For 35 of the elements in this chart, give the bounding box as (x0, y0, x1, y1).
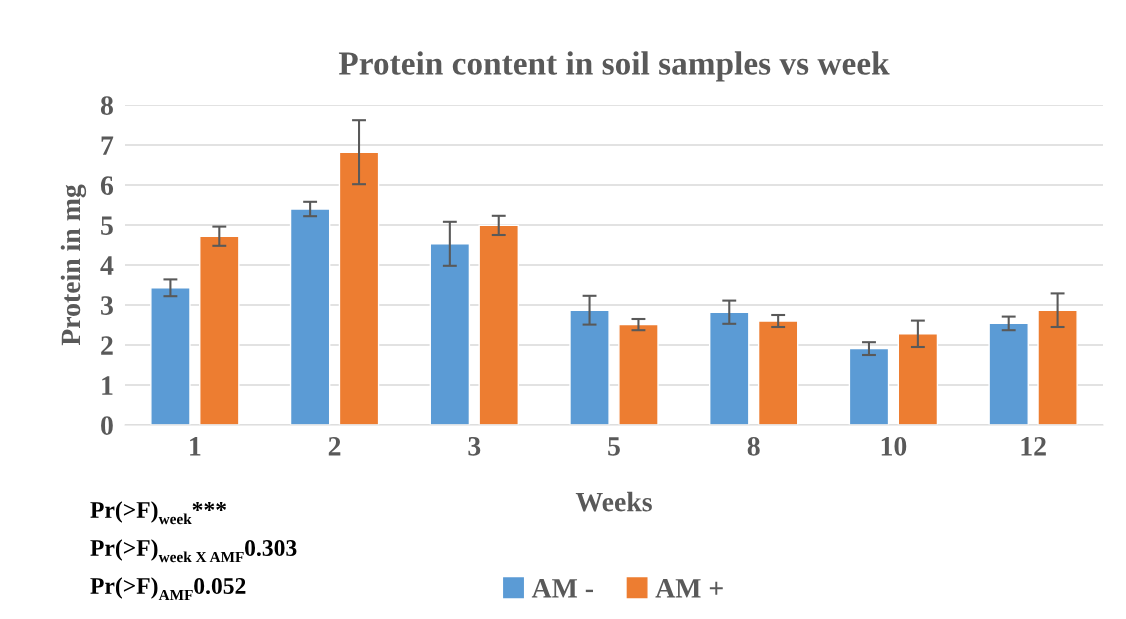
x-tick-label: 1 (190, 437, 201, 456)
y-tick-label: 4 (100, 256, 114, 275)
x-tick-label: 8 (747, 436, 760, 456)
bar (429, 243, 471, 425)
y-tick-label: 2 (101, 336, 113, 355)
y-tick-label: 1 (102, 376, 113, 395)
y-tick-label: 6 (100, 176, 114, 195)
y-axis-title: Protein in mg (60, 184, 87, 346)
bar (478, 224, 519, 425)
y-tick-label: 5 (101, 216, 113, 235)
bar (199, 235, 240, 425)
bar (338, 151, 380, 425)
x-tick-label: 12 (1021, 436, 1046, 456)
bar (848, 347, 890, 425)
bar (988, 322, 1029, 425)
bar (618, 323, 659, 425)
bar (897, 333, 939, 425)
x-tick-label: 5 (608, 437, 620, 456)
x-tick-label: 10 (881, 436, 907, 456)
y-tick-label: 0 (101, 416, 113, 435)
x-axis-title: Weeks (575, 491, 652, 512)
x-tick-label: 3 (468, 436, 481, 456)
bar (757, 320, 799, 425)
bar (709, 311, 750, 425)
y-tick-label: 8 (100, 96, 113, 115)
bar (150, 287, 191, 425)
y-tick-label: 7 (101, 136, 114, 155)
x-tick-label: 2 (328, 436, 341, 456)
bar (289, 208, 331, 425)
bar (569, 309, 610, 425)
bar (1037, 309, 1078, 425)
chart-title: Protein content in soil samples vs week (338, 51, 890, 82)
legend-label: AM + (655, 579, 723, 598)
legend-label: AM - (531, 579, 594, 598)
y-tick-label: 3 (101, 296, 113, 315)
